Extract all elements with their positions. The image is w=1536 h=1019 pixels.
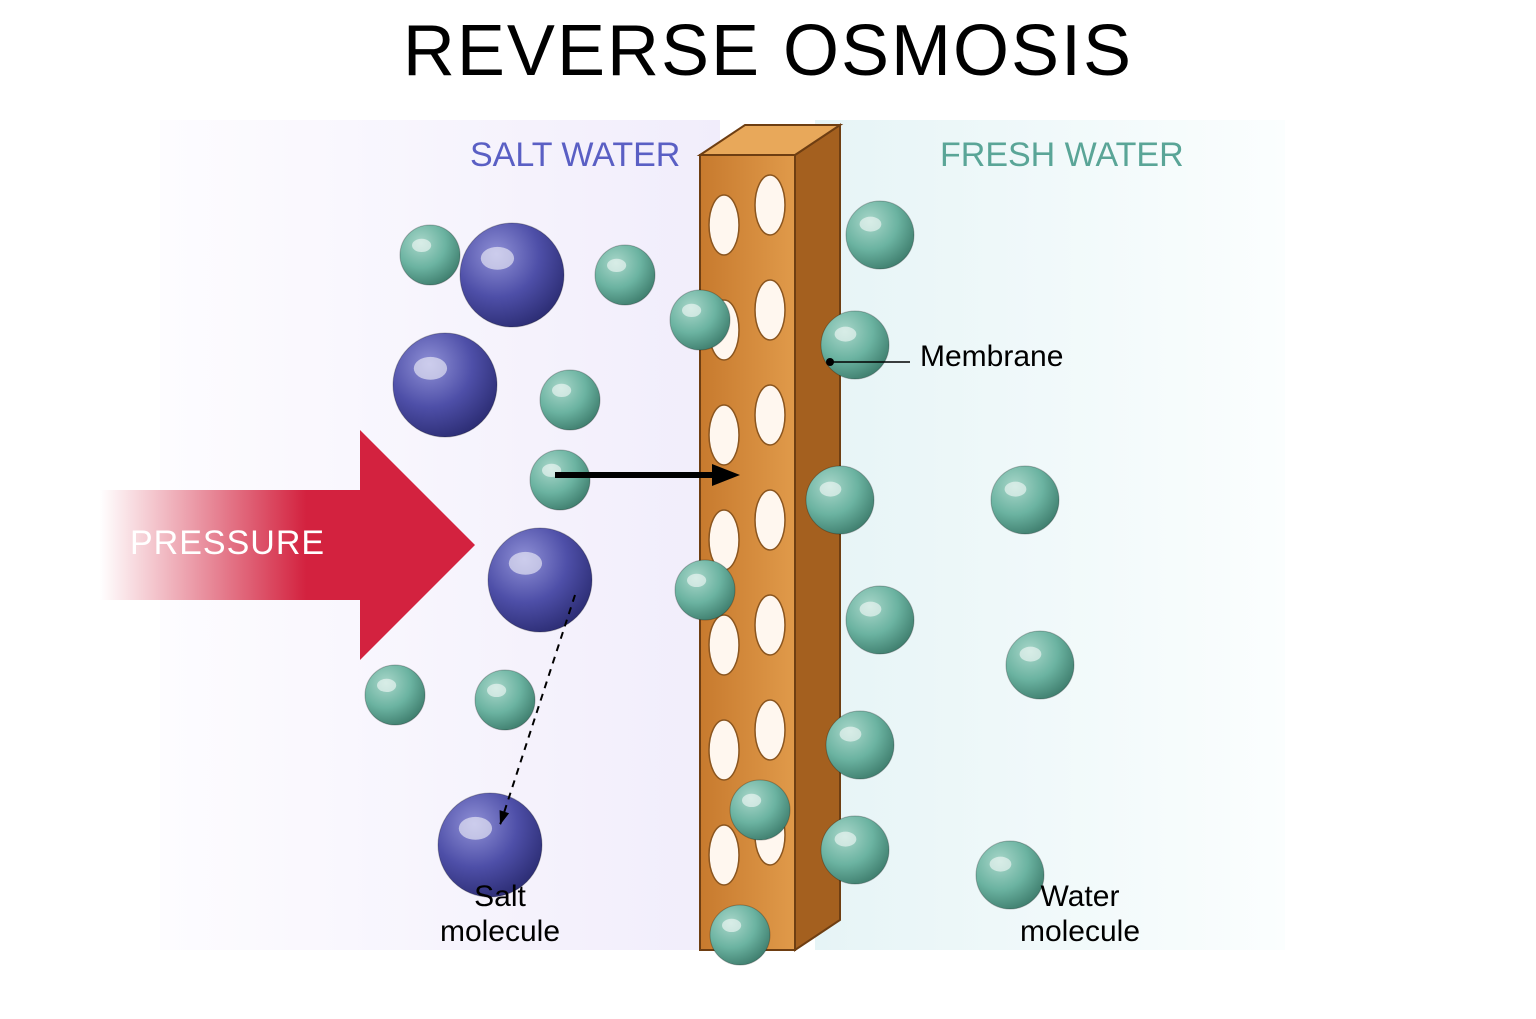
- water-molecule-icon: [365, 665, 425, 725]
- water-molecule-icon: [846, 586, 914, 654]
- water-molecule-icon: [540, 370, 600, 430]
- label-salt-water: SALT WATER: [470, 136, 680, 175]
- label-salt-molecule: Saltmolecule: [430, 880, 570, 949]
- diagram-svg: [0, 0, 1536, 1019]
- water-molecule-icon: [675, 560, 735, 620]
- water-molecule-icon: [670, 290, 730, 350]
- water-molecule-icon: [530, 450, 590, 510]
- water-molecule-icon: [806, 466, 874, 534]
- water-molecule-icon: [991, 466, 1059, 534]
- diagram-stage: REVERSE OSMOSIS: [0, 0, 1536, 1019]
- label-fresh-water: FRESH WATER: [940, 136, 1184, 175]
- water-molecule-icon: [846, 201, 914, 269]
- pressure-arrow-text: PRESSURE: [130, 524, 325, 563]
- salt-molecule-icon: [393, 333, 497, 437]
- salt-molecule-icon: [488, 528, 592, 632]
- water-molecule-icon: [821, 816, 889, 884]
- water-molecule-icon: [400, 225, 460, 285]
- water-molecule-icon: [730, 780, 790, 840]
- water-molecule-icon: [1006, 631, 1074, 699]
- water-molecule-icon: [821, 311, 889, 379]
- water-molecule-icon: [710, 905, 770, 965]
- salt-molecule-icon: [460, 223, 564, 327]
- label-membrane: Membrane: [920, 340, 1063, 374]
- water-molecule-icon: [826, 711, 894, 779]
- water-molecule-icon: [595, 245, 655, 305]
- water-molecule-icon: [475, 670, 535, 730]
- label-water-molecule: Watermolecule: [1010, 880, 1150, 949]
